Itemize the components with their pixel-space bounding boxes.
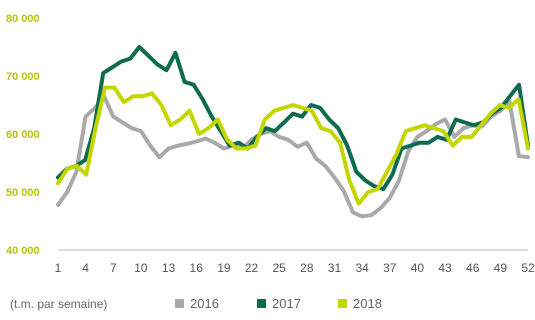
x-tick-label: 25: [272, 261, 286, 275]
y-tick-label: 60 000: [6, 129, 40, 141]
x-tick-label: 10: [134, 261, 148, 275]
x-axis: 1 4 7 10 13 16 19 22 25 28 31 34 37 40 43 46 49 52: [55, 261, 535, 275]
x-tick-label: 34: [355, 261, 369, 275]
x-tick-label: 31: [328, 261, 342, 275]
x-tick-label: 49: [494, 261, 508, 275]
x-tick-label: 52: [521, 261, 535, 275]
x-tick-label: 28: [300, 261, 314, 275]
x-tick-label: 43: [438, 261, 452, 275]
legend-label-2017: 2017: [272, 296, 301, 311]
legend: (t.m. par semaine) 2016 2017 2018: [10, 296, 382, 311]
x-tick-label: 40: [411, 261, 425, 275]
x-tick-label: 16: [190, 261, 204, 275]
x-tick-label: 7: [110, 261, 117, 275]
legend-swatch-2016: [175, 299, 184, 308]
legend-swatch-2018: [338, 299, 347, 308]
x-tick-label: 13: [162, 261, 176, 275]
series-line-2017: [56, 45, 530, 192]
y-tick-label: 50 000: [6, 187, 40, 199]
y-axis: 40 000 50 000 60 000 70 000 80 000: [6, 13, 40, 257]
series-layer: [56, 45, 530, 219]
y-tick-label: 70 000: [6, 71, 40, 83]
x-tick-label: 19: [217, 261, 231, 275]
legend-swatch-2017: [257, 299, 266, 308]
series-line-2018: [56, 85, 530, 206]
y-tick-label: 40 000: [6, 245, 40, 257]
legend-label-2018: 2018: [353, 296, 382, 311]
y-tick-label: 80 000: [6, 13, 40, 25]
x-tick-label: 1: [55, 261, 62, 275]
x-tick-label: 37: [383, 261, 397, 275]
legend-label-2016: 2016: [190, 296, 219, 311]
unit-label: (t.m. par semaine): [10, 297, 107, 311]
x-tick-label: 22: [245, 261, 259, 275]
x-tick-label: 4: [82, 261, 89, 275]
x-tick-label: 46: [466, 261, 480, 275]
